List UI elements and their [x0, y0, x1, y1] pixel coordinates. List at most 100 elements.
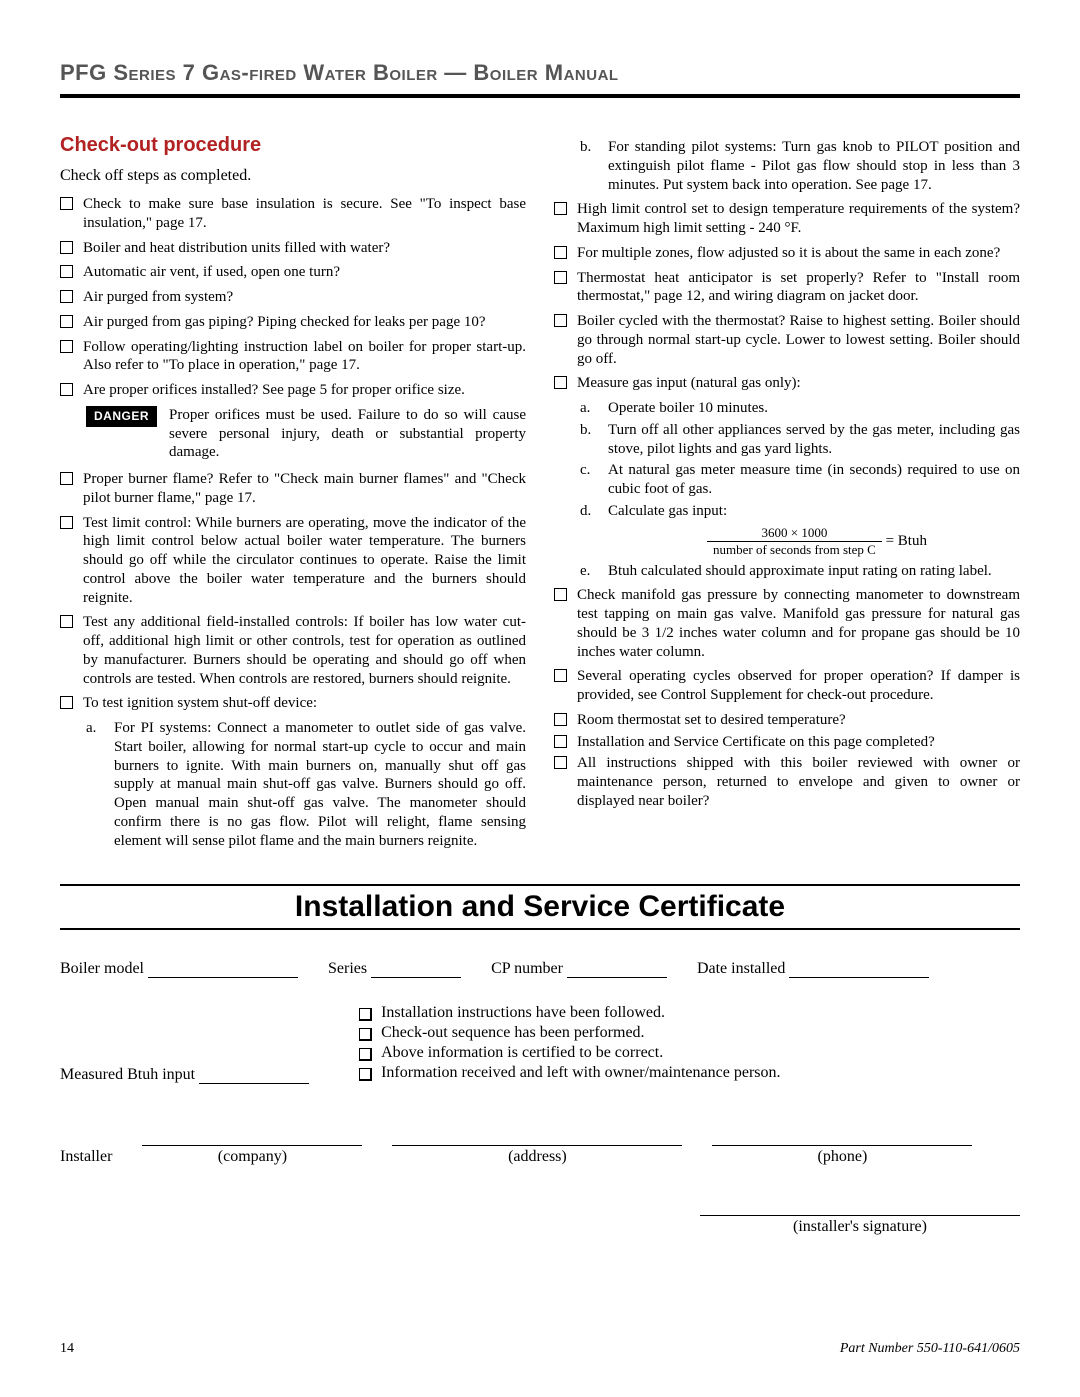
check-item: Boiler and heat distribution units fille… [60, 239, 526, 258]
cert-checklist: Installation instructions have been foll… [359, 1002, 1020, 1084]
check-item: Automatic air vent, if used, open one tu… [60, 263, 526, 282]
marker: d. [580, 502, 598, 521]
input-line[interactable] [371, 964, 461, 978]
input-line[interactable] [199, 1070, 309, 1084]
check-item: All instructions shipped with this boile… [554, 754, 1020, 810]
check-text: Test any additional field-installed cont… [83, 613, 526, 688]
checkbox-icon[interactable] [60, 472, 73, 485]
check-item: Air purged from gas piping? Piping check… [60, 313, 526, 332]
sub-text: Btuh calculated should approximate input… [608, 562, 992, 581]
sub-text: For standing pilot systems: Turn gas kno… [608, 138, 1020, 194]
cert-check-text: Information received and left with owner… [381, 1064, 780, 1082]
checkbox-icon[interactable] [60, 340, 73, 353]
check-item: Check manifold gas pressure by connectin… [554, 586, 1020, 661]
field-label: Boiler model [60, 960, 144, 978]
check-text: Thermostat heat anticipator is set prope… [577, 269, 1020, 307]
check-text: Air purged from system? [83, 288, 233, 307]
check-item: Proper burner flame? Refer to "Check mai… [60, 470, 526, 508]
checkbox-icon[interactable] [554, 314, 567, 327]
sub-text: For PI systems: Connect a manometer to o… [114, 719, 526, 850]
cert-check-text: Check-out sequence has been performed. [381, 1024, 644, 1042]
checkbox-icon[interactable] [359, 1068, 371, 1080]
input-line[interactable] [392, 1130, 682, 1146]
page: PFG Series 7 Gas-fired Water Boiler — Bo… [0, 0, 1080, 1397]
field-series: Series [328, 960, 461, 978]
check-text: Air purged from gas piping? Piping check… [83, 313, 486, 332]
checkbox-icon[interactable] [359, 1048, 371, 1060]
check-item: Boiler cycled with the thermostat? Raise… [554, 312, 1020, 368]
installer-row: Installer (company) (address) (phone) [60, 1130, 1020, 1166]
field-label: Series [328, 960, 367, 978]
sub-text: Turn off all other appliances served by … [608, 421, 1020, 459]
check-text: All instructions shipped with this boile… [577, 754, 1020, 810]
input-line[interactable] [712, 1130, 972, 1146]
signature-row: (installer's signature) [60, 1200, 1020, 1236]
sub-item-b: b. Turn off all other appliances served b… [580, 421, 1020, 459]
check-item: Thermostat heat anticipator is set prope… [554, 269, 1020, 307]
check-item: Test any additional field-installed cont… [60, 613, 526, 688]
checkbox-icon[interactable] [554, 271, 567, 284]
check-text: High limit control set to design tempera… [577, 200, 1020, 238]
check-text: Test limit control: While burners are op… [83, 514, 526, 608]
section-heading: Check-out procedure [60, 134, 526, 157]
field-label: Measured Btuh input [60, 1066, 195, 1084]
checkbox-icon[interactable] [60, 265, 73, 278]
manual-title: PFG Series 7 Gas-fired Water Boiler — Bo… [60, 60, 1020, 86]
input-line[interactable] [567, 964, 667, 978]
checkbox-icon[interactable] [554, 376, 567, 389]
checkbox-icon[interactable] [60, 615, 73, 628]
check-item: Are proper orifices installed? See page … [60, 381, 526, 400]
checkbox-icon[interactable] [359, 1028, 371, 1040]
check-item: Follow operating/lighting instruction la… [60, 338, 526, 376]
input-line[interactable] [789, 964, 929, 978]
certificate-section: Installation and Service Certificate Boi… [60, 884, 1020, 1236]
checkbox-icon[interactable] [554, 713, 567, 726]
danger-callout: DANGER Proper orifices must be used. Fai… [86, 406, 526, 462]
checkbox-icon[interactable] [60, 696, 73, 709]
intro-text: Check off steps as completed. [60, 167, 526, 185]
check-text: Boiler and heat distribution units fille… [83, 239, 390, 258]
checkbox-icon[interactable] [60, 290, 73, 303]
sub-label: (company) [218, 1148, 287, 1166]
formula: 3600 × 1000 number of seconds from step … [614, 525, 1020, 558]
checkbox-icon[interactable] [554, 202, 567, 215]
input-line[interactable] [148, 964, 298, 978]
check-text: Measure gas input (natural gas only): [577, 374, 801, 393]
checkbox-icon[interactable] [359, 1008, 371, 1020]
marker: b. [580, 421, 598, 459]
input-line[interactable] [142, 1130, 362, 1146]
checkbox-icon[interactable] [60, 241, 73, 254]
page-number: 14 [60, 1341, 74, 1357]
field-installer: Installer [60, 1148, 112, 1166]
checkbox-icon[interactable] [60, 315, 73, 328]
checkbox-icon[interactable] [60, 516, 73, 529]
check-text: To test ignition system shut-off device: [83, 694, 317, 713]
sub-list: a.For PI systems: Connect a manometer to… [86, 719, 526, 850]
sub-item-d: d.Calculate gas input: [580, 502, 1020, 521]
fraction-top: 3600 × 1000 [707, 525, 882, 542]
check-item: Check to make sure base insulation is se… [60, 195, 526, 233]
footer: 14 Part Number 550-110-641/0605 [60, 1341, 1020, 1357]
check-text: Room thermostat set to desired temperatu… [577, 711, 846, 730]
sub-item-c: c.At natural gas meter measure time (in … [580, 461, 1020, 499]
measure-sub-list-2: e.Btuh calculated should approximate inp… [580, 562, 1020, 581]
sub-label: (address) [508, 1148, 567, 1166]
check-text: Installation and Service Certificate on … [577, 733, 935, 752]
cert-check-text: Installation instructions have been foll… [381, 1004, 665, 1022]
input-line[interactable] [700, 1200, 1020, 1216]
marker: c. [580, 461, 598, 499]
checkbox-icon[interactable] [60, 383, 73, 396]
checkbox-icon[interactable] [554, 246, 567, 259]
check-text: Several operating cycles observed for pr… [577, 667, 1020, 705]
danger-badge: DANGER [86, 406, 157, 427]
checkbox-icon[interactable] [60, 197, 73, 210]
sub-label: (phone) [818, 1148, 868, 1166]
check-item: Installation and Service Certificate on … [554, 733, 1020, 752]
sub-label: (installer's signature) [793, 1218, 927, 1236]
installer-signature: (installer's signature) [700, 1200, 1020, 1236]
checkbox-icon[interactable] [554, 735, 567, 748]
checkbox-icon[interactable] [554, 588, 567, 601]
checkbox-icon[interactable] [554, 756, 567, 769]
cert-check-item: Installation instructions have been foll… [359, 1004, 1020, 1022]
checkbox-icon[interactable] [554, 669, 567, 682]
